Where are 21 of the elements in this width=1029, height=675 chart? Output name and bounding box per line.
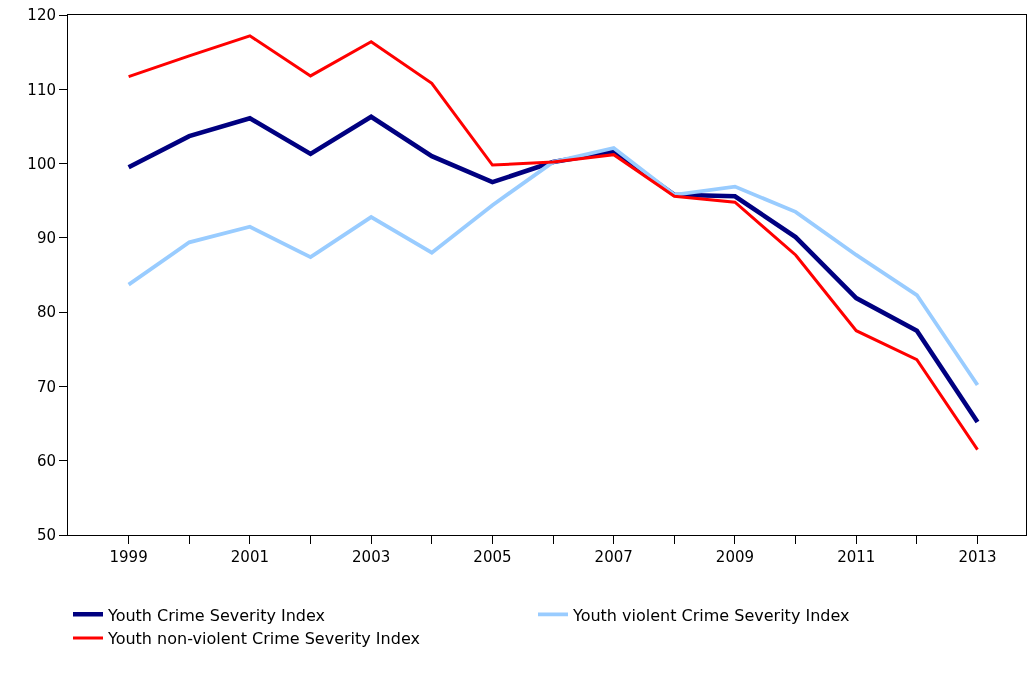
legend-label: Youth Crime Severity Index bbox=[107, 605, 325, 625]
x-tick-label: 2001 bbox=[230, 548, 269, 566]
y-tick-label: 120 bbox=[27, 6, 56, 25]
x-tick-label: 1999 bbox=[109, 548, 148, 566]
y-tick-label: 60 bbox=[36, 451, 56, 470]
y-tick-label: 70 bbox=[36, 377, 56, 396]
y-tick-label: 110 bbox=[27, 80, 56, 99]
legend-label: Youth violent Crime Severity Index bbox=[572, 605, 850, 625]
y-tick-label: 90 bbox=[36, 229, 56, 248]
y-tick-label: 100 bbox=[27, 154, 56, 173]
x-tick-label: 2011 bbox=[837, 548, 876, 566]
line-series bbox=[127, 34, 979, 452]
line-series bbox=[126, 146, 980, 387]
x-tick-label: 2009 bbox=[715, 548, 755, 566]
x-tick-label: 2007 bbox=[594, 548, 633, 566]
y-tick-label: 80 bbox=[36, 303, 56, 322]
legend-label: Youth non-violent Crime Severity Index bbox=[107, 629, 420, 649]
x-tick-label: 2003 bbox=[352, 548, 391, 566]
y-tick-label: 50 bbox=[36, 526, 56, 545]
x-tick-label: 2013 bbox=[958, 548, 997, 566]
x-tick-label: 2005 bbox=[473, 548, 512, 566]
